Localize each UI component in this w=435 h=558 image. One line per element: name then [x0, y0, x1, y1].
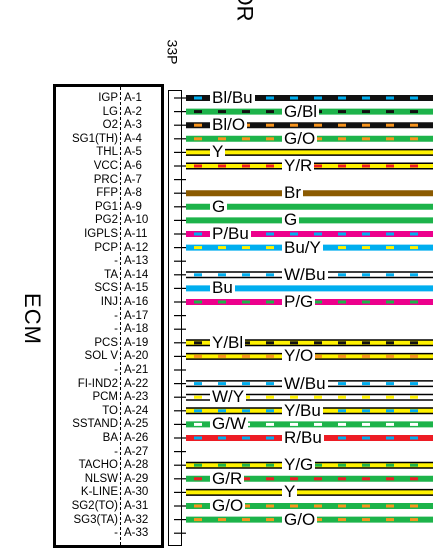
pin-signal-name: IGPLS: [84, 228, 118, 240]
wire-color-label: Y/G: [282, 455, 316, 475]
pin-number: A-5: [124, 146, 142, 159]
pin-signal-name: SG1(TH): [72, 132, 118, 145]
wire-color-label: Y/Bl: [210, 332, 246, 352]
wire-color-label: R/Bu: [282, 428, 324, 447]
wire-color-label: G/Bl: [282, 101, 320, 121]
ecm-module-box: [53, 84, 164, 548]
pin-signal-name: PCS: [94, 336, 118, 349]
pin-number: A-26: [124, 432, 149, 444]
wire-color-label: Bu/Y: [282, 237, 323, 257]
pin-signal-name: INJ: [100, 296, 118, 308]
pin-signal-name: SSTAND: [72, 418, 118, 431]
wire-color-label: Bl/O: [210, 115, 248, 135]
pin-number: A-15: [124, 282, 149, 295]
pin-number: A-19: [124, 336, 149, 349]
pin-number: A-17: [124, 309, 149, 322]
pin-signal-name: PG1: [94, 200, 118, 213]
pin-number: A-4: [124, 132, 142, 145]
pin-number: A-27: [124, 445, 149, 458]
pin-signal-name: -: [114, 309, 118, 322]
pin-signal-name: VCC: [93, 160, 118, 172]
wire-color-label: W/Bu: [282, 264, 328, 284]
wire-color-label: G/O: [282, 509, 318, 529]
pin-number: A-30: [124, 486, 149, 499]
pin-signal-name: -: [114, 527, 118, 540]
pin-signal-name: -: [114, 364, 118, 376]
pin-number: A-20: [124, 350, 149, 363]
pin-number: A-8: [124, 187, 142, 200]
pin-number: A-6: [124, 160, 142, 172]
pin-number: A-29: [124, 472, 149, 485]
pin-signal-name: SCS: [94, 282, 118, 295]
pin-signal-name: SG2(TO): [71, 500, 118, 512]
pin-number: A-21: [124, 364, 149, 376]
pin-number: A-25: [124, 418, 149, 431]
wire-color-label: Y/Bu: [282, 400, 323, 420]
wire-color-label: P/Bu: [210, 224, 251, 243]
pin-signal-name: -: [114, 255, 118, 268]
pin-signal-name: -: [114, 323, 118, 336]
wire-color-label: G/O: [282, 128, 318, 148]
pin-signal-name: PCM: [92, 391, 118, 404]
pin-number: A-2: [124, 105, 142, 118]
wire-color-label: W/Y: [210, 387, 247, 407]
pin-number: A-24: [124, 404, 149, 417]
pin-signal-name: TO: [102, 404, 118, 417]
pin-signal-name: K-LINE: [80, 486, 118, 499]
pin-signal-name: PG2: [94, 214, 118, 227]
pin-number: A-33: [124, 527, 149, 540]
pin-signal-name: NLSW: [84, 472, 118, 485]
wire-color-label: Y/O: [282, 346, 316, 366]
wire-color-label: Y: [282, 482, 298, 502]
wire-color-label: G/R: [210, 468, 245, 488]
pin-number: A-3: [124, 119, 142, 132]
pin-number: A-28: [124, 459, 149, 472]
pin-column-divider: [120, 87, 121, 545]
pin-signal-name: LG: [102, 105, 118, 118]
pin-signal-name: BA: [102, 432, 118, 444]
pin-number: A-11: [124, 228, 148, 240]
pin-number: A-18: [124, 323, 149, 336]
pin-signal-name: TACHO: [78, 459, 118, 472]
wire-color-label: Y/R: [282, 156, 315, 175]
pin-number: A-10: [124, 214, 149, 227]
pin-number: A-13: [124, 255, 149, 268]
pin-number: A-23: [124, 391, 149, 404]
connector-housing: [168, 90, 182, 546]
wire-color-label: Y: [210, 142, 226, 162]
pin-signal-name: TA: [104, 268, 118, 281]
pin-signal-name: THL: [96, 146, 118, 159]
pin-signal-name: SOL V: [84, 350, 118, 363]
wire-color-label: G/W: [210, 414, 248, 434]
wire-color-label: G: [282, 210, 300, 230]
pin-signal-name: IGP: [98, 92, 118, 104]
pin-number: A-31: [124, 500, 149, 512]
pin-signal-name: PRC: [93, 173, 118, 186]
pin-signal-name: FI-IND2: [77, 377, 118, 390]
pin-number: A-1: [124, 92, 142, 104]
pin-signal-name: SG3(TA): [73, 513, 118, 526]
pin-number: A-14: [124, 268, 149, 281]
pin-signal-name: PCP: [94, 241, 118, 254]
wire-color-label: Br: [282, 183, 303, 203]
pin-number: A-32: [124, 513, 149, 526]
pin-number: A-7: [124, 173, 142, 186]
wire-color-label: G: [210, 196, 228, 216]
pin-number: A-16: [124, 296, 149, 308]
wire-color-label: W/Bu: [282, 373, 328, 393]
wire-color-label: G/O: [210, 496, 246, 515]
pin-number: A-12: [124, 241, 149, 254]
pin-signal-name: -: [114, 445, 118, 458]
pin-number: A-22: [124, 377, 149, 390]
pin-signal-name: FFP: [96, 187, 118, 200]
wire-color-label: Bl/Bu: [210, 88, 255, 107]
wire-color-label: P/G: [282, 292, 316, 311]
wire-color-label: Bu: [210, 278, 235, 298]
pin-signal-name: O2: [102, 119, 118, 132]
pin-number: A-9: [124, 200, 142, 213]
